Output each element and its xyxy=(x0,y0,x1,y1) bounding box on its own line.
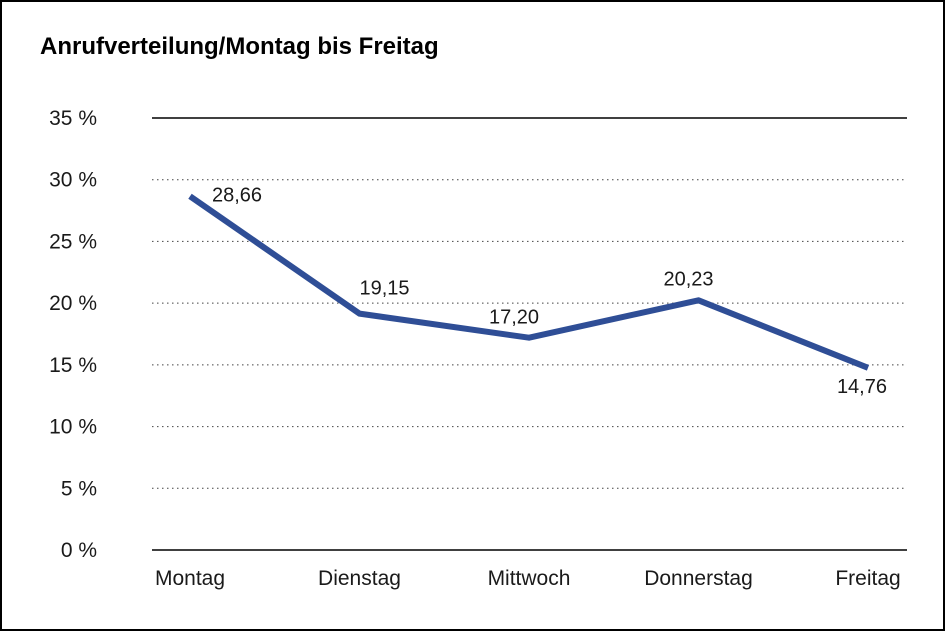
y-tick-label: 15 % xyxy=(49,354,97,377)
data-label: 19,15 xyxy=(360,278,410,300)
x-tick-label: Montag xyxy=(155,567,225,590)
y-tick-label: 20 % xyxy=(49,292,97,315)
data-label: 20,23 xyxy=(663,268,713,290)
y-tick-label: 5 % xyxy=(61,477,97,500)
y-tick-label: 30 % xyxy=(49,169,97,192)
data-label: 17,20 xyxy=(489,307,539,329)
series-line xyxy=(188,193,870,371)
y-tick-label: 35 % xyxy=(49,107,97,130)
data-label: 14,76 xyxy=(837,376,887,398)
x-tick-label: Donnerstag xyxy=(644,567,753,590)
y-tick-label: 10 % xyxy=(49,416,97,439)
y-tick-label: 25 % xyxy=(49,230,97,253)
y-tick-label: 0 % xyxy=(61,539,97,562)
chart-title: Anrufverteilung/Montag bis Freitag xyxy=(40,33,439,60)
x-tick-label: Mittwoch xyxy=(488,567,571,590)
data-label: 28,66 xyxy=(212,184,262,206)
x-tick-label: Dienstag xyxy=(318,567,401,590)
x-tick-label: Freitag xyxy=(835,567,900,590)
